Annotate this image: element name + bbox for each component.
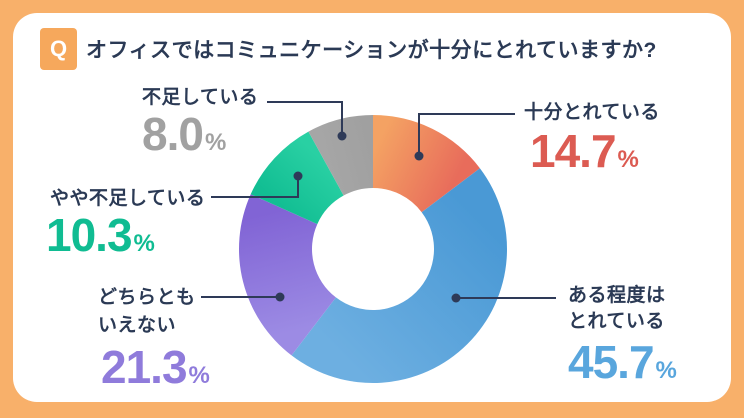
legend-insufficient: 不足している 8.0% <box>142 85 258 159</box>
legend-value: 14.7% <box>530 125 660 177</box>
donut-slices <box>239 115 507 383</box>
legend-value-number: 21.3 <box>101 341 188 393</box>
legend-sufficient: 十分とれている 14.7% <box>524 100 660 176</box>
legend-value: 8.0% <box>142 108 258 160</box>
legend-label: ある程度は <box>568 285 666 306</box>
legend-label: いえない <box>98 315 177 336</box>
legend-value-number: 8.0 <box>142 108 204 160</box>
donut-segment-1 <box>291 168 507 383</box>
legend-value-number: 14.7 <box>530 125 617 177</box>
legend-label: 十分とれている <box>524 102 660 123</box>
legend-label: どちらとも <box>98 287 196 308</box>
question-badge: Q <box>40 28 77 70</box>
legend-value: 45.7% <box>568 336 677 388</box>
donut-segment-2 <box>239 194 336 356</box>
donut-segment-0 <box>373 115 480 213</box>
legend-neither: どちらとも いえない 21.3% <box>98 284 210 392</box>
percent-sign: % <box>617 146 639 173</box>
leader-dot-neither <box>275 292 285 302</box>
leader-line-slightly <box>211 176 299 198</box>
leader-lines <box>201 101 556 303</box>
legend-value-number: 45.7 <box>568 336 655 388</box>
percent-sign: % <box>655 357 677 384</box>
legend-value: 10.3% <box>46 209 205 261</box>
leader-line-insufficient <box>267 101 343 136</box>
legend-label: 不足している <box>142 87 259 108</box>
legend-label: やや不足している <box>50 188 206 209</box>
leader-dot-slightly <box>293 171 303 181</box>
leader-dot-somewhat <box>451 293 461 303</box>
legend-label: とれている <box>568 311 665 332</box>
donut-segment-4 <box>308 115 373 196</box>
percent-sign: % <box>133 230 155 257</box>
percent-sign: % <box>204 129 227 156</box>
page-title: オフィスではコミュニケーションが十分にとれていますか? <box>86 39 657 62</box>
leader-dot-insufficient <box>337 131 347 141</box>
legend-slightly-insufficient: やや不足している 10.3% <box>46 186 205 260</box>
leader-line-sufficient <box>418 113 515 156</box>
percent-sign: % <box>188 362 210 389</box>
legend-somewhat: ある程度は とれている 45.7% <box>568 283 677 387</box>
legend-value-number: 10.3 <box>46 209 133 261</box>
leader-dot-sufficient <box>414 151 424 161</box>
header: Q オフィスではコミュニケーションが十分にとれていますか? <box>40 28 657 70</box>
legend-value: 21.3% <box>101 341 210 393</box>
